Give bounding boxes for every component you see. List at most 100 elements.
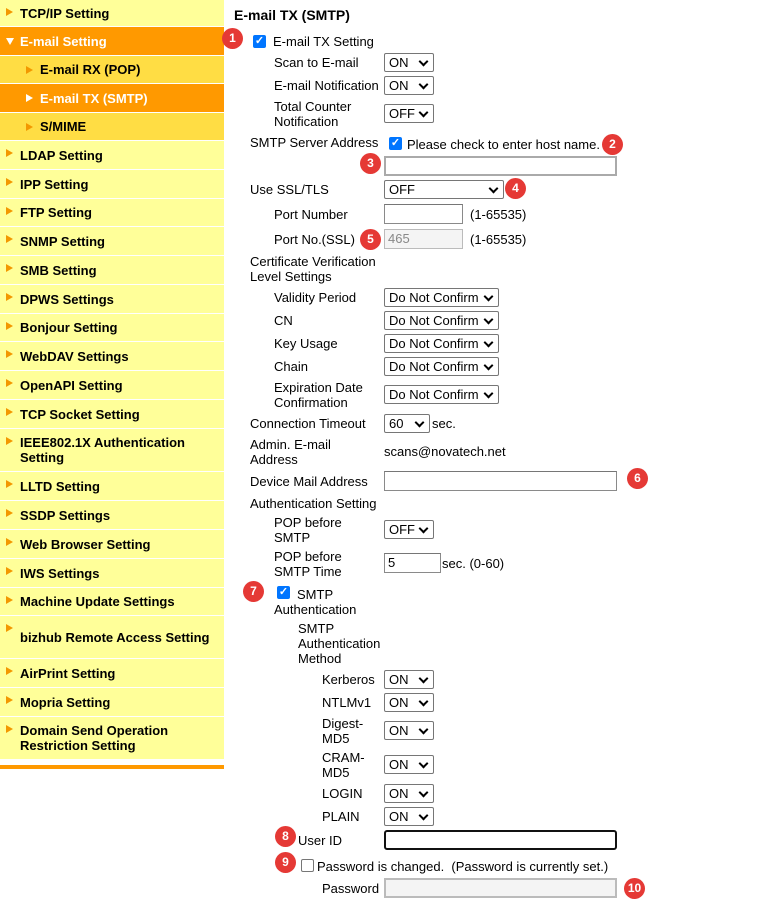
ssl-select[interactable]: OFF [384, 180, 504, 199]
smtp-server-input[interactable] [384, 156, 617, 176]
sidebar-item-e-mail-rx-pop[interactable]: E-mail RX (POP) [0, 56, 224, 84]
sidebar-item-label: Domain Send Operation Restriction Settin… [20, 723, 169, 753]
auth-setting-label: Authentication Setting [250, 496, 377, 511]
sidebar-bottom-bar [0, 765, 224, 769]
kerberos-label: Kerberos [322, 672, 375, 687]
sidebar-item-label: LDAP Setting [20, 147, 103, 163]
sidebar-item-ipp-setting[interactable]: IPP Setting [0, 170, 224, 199]
sidebar-item-web-browser-setting[interactable]: Web Browser Setting [0, 530, 224, 559]
pop-time-unit: sec. (0-60) [442, 556, 505, 571]
expiration-label: Expiration Date Confirmation [274, 380, 363, 410]
sidebar-item-mopria-setting[interactable]: Mopria Setting [0, 688, 224, 717]
sidebar-item-domain-send-operation-restriction-setting[interactable]: Domain Send Operation Restriction Settin… [0, 717, 224, 760]
sidebar-item-label: TCP Socket Setting [20, 406, 140, 422]
marker-7: 7 [243, 581, 264, 602]
marker-9: 9 [275, 852, 296, 873]
cram-label: CRAM-MD5 [322, 750, 365, 780]
arrow-right-icon [6, 596, 13, 604]
sidebar-item-e-mail-setting[interactable]: E-mail Setting [0, 27, 224, 56]
user-id-label: User ID [298, 833, 343, 848]
sidebar-item-s-mime[interactable]: S/MIME [0, 113, 224, 141]
sidebar-item-smb-setting[interactable]: SMB Setting [0, 256, 224, 285]
validity-select[interactable]: Do Not Confirm [384, 288, 499, 307]
arrow-right-icon [26, 94, 33, 102]
host-name-checkbox[interactable]: ✓ [389, 137, 402, 150]
device-mail-input[interactable] [384, 471, 617, 491]
login-select[interactable]: ON [384, 784, 434, 803]
kerberos-select[interactable]: ON [384, 670, 434, 689]
arrow-right-icon [6, 379, 13, 387]
marker-2: 2 [602, 134, 623, 155]
arrow-right-icon [6, 178, 13, 186]
arrow-right-icon [6, 8, 13, 16]
ntlm-label: NTLMv1 [322, 695, 372, 710]
smtp-auth-label-1: SMTP [297, 587, 334, 602]
timeout-label: Connection Timeout [250, 416, 366, 431]
scan-to-email-select[interactable]: ON [384, 53, 434, 72]
sidebar-item-webdav-settings[interactable]: WebDAV Settings [0, 342, 224, 371]
sidebar-item-tcp-ip-setting[interactable]: TCP/IP Setting [0, 0, 224, 27]
sidebar-item-ssdp-settings[interactable]: SSDP Settings [0, 501, 224, 530]
key-usage-select[interactable]: Do Not Confirm [384, 334, 499, 353]
port-number-input[interactable] [384, 204, 463, 224]
sidebar-item-tcp-socket-setting[interactable]: TCP Socket Setting [0, 400, 224, 429]
sidebar-item-label: Bonjour Setting [20, 320, 118, 335]
cn-select[interactable]: Do Not Confirm [384, 311, 499, 330]
sidebar-item-label: SNMP Setting [20, 233, 105, 249]
sidebar-item-openapi-setting[interactable]: OpenAPI Setting [0, 371, 224, 400]
sidebar-item-label: E-mail Setting [20, 33, 107, 49]
ntlm-select[interactable]: ON [384, 693, 434, 712]
sidebar-item-ldap-setting[interactable]: LDAP Setting [0, 141, 224, 170]
plain-select[interactable]: ON [384, 807, 434, 826]
user-id-input[interactable] [384, 830, 617, 850]
total-counter-select[interactable]: OFF [384, 104, 434, 123]
arrow-right-icon [6, 293, 13, 301]
sidebar-item-label: bizhub Remote Access Setting [20, 629, 210, 645]
pop-time-input[interactable]: 5 [384, 553, 441, 573]
marker-4: 4 [505, 178, 526, 199]
pop-time-label: POP before SMTP Time [274, 549, 342, 579]
ssl-label: Use SSL/TLS [250, 182, 329, 197]
marker-10: 10 [624, 878, 645, 899]
sidebar-item-dpws-settings[interactable]: DPWS Settings [0, 285, 224, 314]
pop-before-select[interactable]: OFF [384, 520, 434, 539]
sidebar-item-label: Web Browser Setting [20, 536, 151, 552]
expiration-select[interactable]: Do Not Confirm [384, 385, 499, 404]
digest-label: Digest-MD5 [322, 716, 364, 746]
cn-label: CN [274, 313, 293, 328]
email-notification-select[interactable]: ON [384, 76, 434, 95]
sidebar-item-label: IEEE802.1X Authentication Setting [20, 435, 185, 465]
sidebar: TCP/IP Setting E-mail Setting E-mail RX (P… [0, 0, 224, 769]
sidebar-item-airprint-setting[interactable]: AirPrint Setting [0, 659, 224, 688]
arrow-right-icon [6, 322, 13, 330]
sidebar-item-lltd-setting[interactable]: LLTD Setting [0, 472, 224, 501]
port-ssl-input[interactable]: 465 [384, 229, 463, 249]
timeout-select[interactable]: 60 [384, 414, 430, 433]
sidebar-item-label: SSDP Settings [20, 507, 111, 523]
sidebar-item-label: S/MIME [40, 119, 87, 134]
chain-select[interactable]: Do Not Confirm [384, 357, 499, 376]
sidebar-item-e-mail-tx-smtp[interactable]: E-mail TX (SMTP) [0, 84, 224, 113]
sidebar-item-machine-update-settings[interactable]: Machine Update Settings [0, 588, 224, 616]
smtp-auth-checkbox[interactable]: ✓ [277, 586, 290, 599]
port-range: (1-65535) [470, 207, 527, 222]
sidebar-item-snmp-setting[interactable]: SNMP Setting [0, 227, 224, 256]
email-tx-setting-checkbox[interactable]: ✓ [253, 35, 266, 48]
sidebar-item-bizhub-remote-access-setting[interactable]: bizhub Remote Access Setting [0, 616, 224, 659]
sidebar-item-ftp-setting[interactable]: FTP Setting [0, 199, 224, 227]
sidebar-item-iws-settings[interactable]: IWS Settings [0, 559, 224, 588]
sidebar-item-label: WebDAV Settings [20, 348, 129, 364]
sidebar-item-ieee802-1x-authentication-setting[interactable]: IEEE802.1X Authentication Setting [0, 429, 224, 472]
arrow-right-icon [6, 480, 13, 488]
timeout-unit: sec. [432, 416, 456, 431]
sidebar-item-label: IWS Settings [20, 565, 100, 581]
password-changed-checkbox[interactable] [301, 859, 314, 872]
digest-select[interactable]: ON [384, 721, 434, 740]
password-input[interactable] [384, 878, 617, 898]
admin-email-label: Admin. E-mail Address [250, 437, 331, 467]
sidebar-item-label: Mopria Setting [20, 694, 111, 710]
sidebar-item-label: SMB Setting [20, 262, 97, 278]
sidebar-item-label: DPWS Settings [20, 291, 114, 307]
cram-select[interactable]: ON [384, 755, 434, 774]
sidebar-item-bonjour-setting[interactable]: Bonjour Setting [0, 314, 224, 342]
